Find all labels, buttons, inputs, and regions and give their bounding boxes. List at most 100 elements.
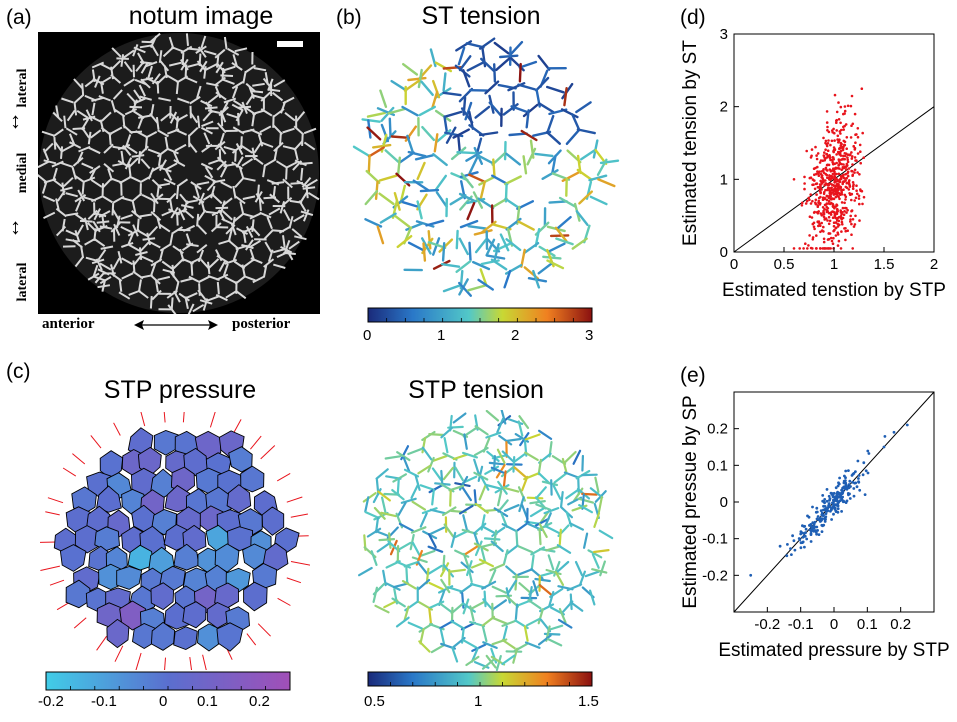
boundary-force-line [114, 423, 121, 436]
data-point [838, 158, 841, 161]
cell-edge [83, 182, 84, 195]
tension-edge [494, 64, 495, 81]
double-arrow-vertical-icon-bottom: ↕ [10, 214, 21, 240]
data-point [808, 199, 811, 202]
data-point [845, 168, 848, 171]
scatter-plot-d: 0 0.5 1 1.5 20123Estimated tenstion by STPEs… [650, 20, 950, 320]
tension-edge [429, 566, 441, 574]
data-point [831, 240, 834, 243]
data-point [826, 129, 829, 132]
boundary-force-line [74, 618, 86, 628]
data-point [833, 184, 836, 187]
data-point [779, 545, 782, 548]
tension-edge [543, 257, 560, 259]
tension-edge [594, 550, 608, 552]
boundary-force-line [91, 435, 101, 448]
data-point [852, 181, 855, 184]
cell-edge [280, 132, 281, 145]
data-point [814, 167, 817, 170]
tension-edge [469, 226, 486, 228]
data-point [801, 541, 804, 544]
data-point [831, 502, 834, 505]
data-point [821, 494, 824, 497]
panel-c-title-pressure: STP pressure [70, 376, 290, 405]
data-point [837, 101, 840, 104]
data-point [812, 183, 815, 186]
data-point [828, 200, 831, 203]
tension-edge [536, 487, 546, 498]
data-point [815, 526, 818, 529]
data-point [819, 161, 822, 164]
data-point [832, 128, 835, 131]
x-tick-label: 0 [830, 616, 838, 633]
tension-edge [548, 116, 554, 132]
tension-edge [595, 478, 598, 492]
tension-edge [419, 641, 429, 651]
data-point [810, 530, 813, 533]
tension-edge [429, 609, 431, 623]
tension-edge [418, 563, 427, 574]
data-point [834, 167, 837, 170]
tension-edge [390, 119, 391, 136]
tension-edge [504, 488, 518, 492]
data-point [845, 211, 848, 214]
tension-edge [470, 243, 471, 260]
tension-edge [503, 640, 515, 648]
data-point [811, 148, 814, 151]
data-point [863, 196, 866, 199]
data-point [853, 482, 856, 485]
data-point [822, 168, 825, 171]
tension-edge [444, 73, 446, 90]
data-point [826, 121, 829, 124]
data-point [831, 156, 834, 159]
tension-edge [392, 81, 407, 90]
data-point [806, 515, 809, 518]
data-point [838, 118, 841, 121]
data-point [813, 211, 816, 214]
data-point [856, 193, 859, 196]
tension-edge [546, 546, 560, 550]
data-point [832, 505, 835, 508]
data-point [829, 144, 832, 147]
data-point [846, 187, 849, 190]
cell-edge [177, 82, 178, 95]
boundary-force-line [48, 498, 63, 503]
data-point [823, 218, 826, 221]
data-point [836, 183, 839, 186]
tension-edge [487, 411, 498, 420]
tension-edge [460, 239, 468, 254]
double-arrow-horizontal-icon [134, 318, 218, 332]
data-point [844, 144, 847, 147]
data-point [823, 197, 826, 200]
data-point [818, 174, 821, 177]
cell-edge [64, 116, 65, 129]
tension-edge [514, 457, 515, 472]
tension-edge [558, 545, 570, 553]
cell-edge [302, 133, 303, 146]
cell-edge [154, 200, 155, 213]
tension-edge [584, 534, 587, 548]
data-point [852, 218, 855, 221]
tension-edge [578, 130, 595, 134]
tension-edge [469, 175, 485, 182]
tension-edge [531, 509, 543, 517]
tension-edge [451, 570, 465, 572]
colorbar-b-tick: 1 [437, 327, 445, 344]
tension-edge [481, 59, 494, 71]
data-point [859, 144, 862, 147]
tension-edge [422, 127, 434, 140]
data-point [854, 156, 857, 159]
tension-edge [539, 263, 553, 273]
data-point [826, 110, 829, 113]
tension-edge [594, 513, 599, 527]
scale-bar [277, 41, 303, 47]
label-anterior: anterior [42, 316, 94, 333]
data-point [847, 105, 850, 108]
data-point [831, 169, 834, 172]
data-point [852, 187, 855, 190]
data-point [831, 177, 834, 180]
data-point [865, 469, 868, 472]
data-point [838, 477, 841, 480]
data-point [833, 139, 836, 142]
data-point [835, 498, 838, 501]
